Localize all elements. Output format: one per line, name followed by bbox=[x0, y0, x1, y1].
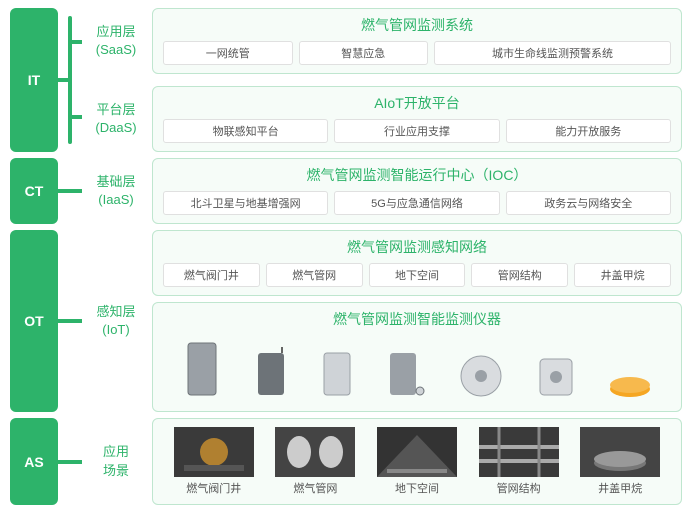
chip: 燃气管网 bbox=[266, 263, 363, 287]
scene-valve-well-icon bbox=[174, 427, 254, 477]
card-title: AIoT开放平台 bbox=[163, 93, 671, 113]
scene-item: 地下空间 bbox=[370, 427, 464, 496]
card-sensing-network: 燃气管网监测感知网络 燃气阀门井 燃气管网 地下空间 管网结构 井盖甲烷 bbox=[152, 230, 682, 296]
card-title: 燃气管网监测智能监测仪器 bbox=[163, 309, 671, 329]
connector-ot bbox=[68, 230, 84, 412]
card-application-scenes: 燃气阀门井 燃气管网 地下空间 管网结构 bbox=[152, 418, 682, 505]
connector-it bbox=[68, 8, 84, 152]
card-title: 燃气管网监测系统 bbox=[163, 15, 671, 35]
device-disk-1-icon bbox=[458, 353, 504, 399]
row-ct: CT 基础层 (IaaS) 燃气管网监测智能运行中心（IOC） 北斗卫星与地基增… bbox=[10, 158, 682, 224]
scene-underground-icon bbox=[377, 427, 457, 477]
card-title: 燃气管网监测智能运行中心（IOC） bbox=[163, 165, 671, 185]
chip: 智慧应急 bbox=[299, 41, 429, 65]
chip: 燃气阀门井 bbox=[163, 263, 260, 287]
device-box-3-icon bbox=[320, 347, 354, 399]
scene-gas-pipe-icon bbox=[275, 427, 355, 477]
pillar-ot: OT bbox=[10, 230, 58, 412]
chip: 政务云与网络安全 bbox=[506, 191, 671, 215]
chip: 井盖甲烷 bbox=[574, 263, 671, 287]
row-it: IT 应用层 (SaaS) 燃气管网监测系统 一网统管 智慧应急 城市生命线监测… bbox=[10, 8, 682, 152]
layer-saas: 应用层 (SaaS) bbox=[84, 23, 148, 59]
card-title: 燃气管网监测感知网络 bbox=[163, 237, 671, 257]
device-box-1-icon bbox=[182, 339, 222, 399]
card-ioc: 燃气管网监测智能运行中心（IOC） 北斗卫星与地基增强网 5G与应急通信网络 政… bbox=[152, 158, 682, 224]
layer-scenes: 应用 场景 bbox=[84, 443, 148, 479]
chip: 行业应用支撑 bbox=[334, 119, 499, 143]
device-disk-2-icon bbox=[536, 353, 576, 399]
device-box-4-icon bbox=[386, 347, 426, 399]
chip: 地下空间 bbox=[369, 263, 466, 287]
scene-item: 燃气管网 bbox=[269, 427, 363, 496]
card-aiot-platform: AIoT开放平台 物联感知平台 行业应用支撑 能力开放服务 bbox=[152, 86, 682, 152]
scene-pipe-structure-icon bbox=[479, 427, 559, 477]
scene-item: 燃气阀门井 bbox=[167, 427, 261, 496]
device-box-2-icon bbox=[254, 347, 288, 399]
chip: 北斗卫星与地基增强网 bbox=[163, 191, 328, 215]
chip: 城市生命线监测预警系统 bbox=[434, 41, 671, 65]
layer-iaas: 基础层 (IaaS) bbox=[84, 173, 148, 209]
scene-manhole-methane-icon bbox=[580, 427, 660, 477]
chip: 管网结构 bbox=[471, 263, 568, 287]
pillar-as: AS bbox=[10, 418, 58, 505]
row-ot: OT 感知层 (IoT) 燃气管网监测感知网络 燃气阀门井 燃气管网 地下空间 … bbox=[10, 230, 682, 412]
device-sensor-orange-icon bbox=[608, 369, 652, 399]
pillar-ct: CT bbox=[10, 158, 58, 224]
chip: 物联感知平台 bbox=[163, 119, 328, 143]
row-as: AS 应用 场景 燃气阀门井 燃气管网 bbox=[10, 418, 682, 505]
connector-ct bbox=[68, 158, 84, 224]
connector-as bbox=[68, 418, 84, 505]
chip: 能力开放服务 bbox=[506, 119, 671, 143]
chip: 一网统管 bbox=[163, 41, 293, 65]
pillar-it: IT bbox=[10, 8, 58, 152]
scene-item: 管网结构 bbox=[472, 427, 566, 496]
device-row bbox=[163, 335, 671, 403]
card-gas-monitoring-system: 燃气管网监测系统 一网统管 智慧应急 城市生命线监测预警系统 bbox=[152, 8, 682, 74]
card-monitoring-instruments: 燃气管网监测智能监测仪器 bbox=[152, 302, 682, 412]
layer-daas: 平台层 (DaaS) bbox=[84, 101, 148, 137]
scene-item: 井盖甲烷 bbox=[573, 427, 667, 496]
layer-iot: 感知层 (IoT) bbox=[84, 303, 148, 339]
chip: 5G与应急通信网络 bbox=[334, 191, 499, 215]
